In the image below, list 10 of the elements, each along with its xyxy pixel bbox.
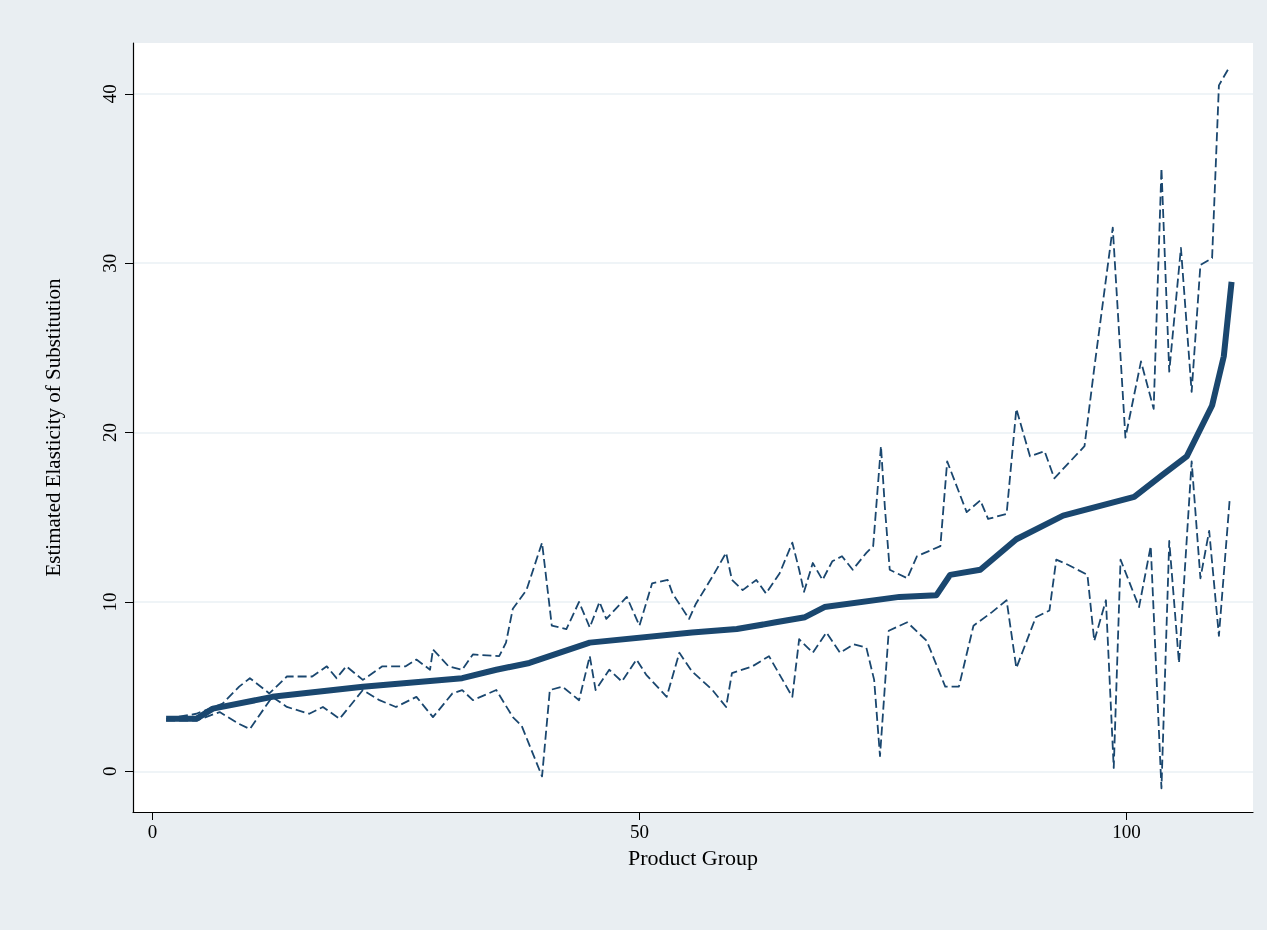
y-tick-label: 30 <box>99 253 120 273</box>
y-tick-label: 10 <box>99 592 120 612</box>
x-tick-label: 0 <box>147 821 158 842</box>
x-axis-title: Product Group <box>627 844 759 870</box>
y-tick-label: 20 <box>99 423 120 443</box>
y-tick-label: 40 <box>99 84 120 104</box>
y-tick-label: 0 <box>99 766 120 777</box>
x-tick-label: 100 <box>1112 821 1141 842</box>
x-tick-label: 50 <box>629 821 649 842</box>
y-axis-title: Estimated Elasticity of Substitution <box>40 277 65 577</box>
